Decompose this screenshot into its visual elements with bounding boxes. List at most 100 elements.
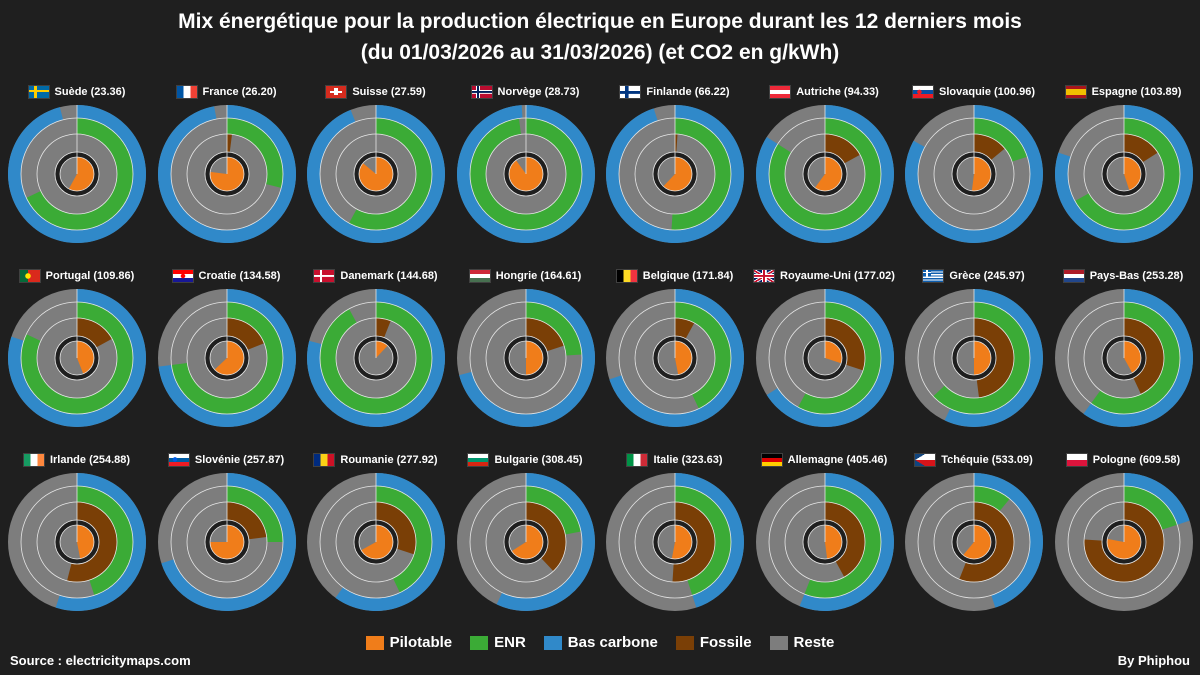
country-label: Danemark (144.68) [340, 270, 438, 282]
fossile-segment [226, 502, 267, 540]
country-header: France (26.20) [152, 84, 302, 100]
pilotable-segment [671, 525, 692, 559]
legend-swatch-enr [470, 635, 489, 650]
nested-donut [307, 289, 445, 427]
legend-label-fossile: Fossile [699, 634, 752, 651]
nested-donut [905, 289, 1043, 427]
nested-donut [1054, 105, 1193, 243]
belgium-flag [616, 270, 637, 282]
country-header: Espagne (103.89) [1049, 84, 1199, 100]
nested-donut [307, 105, 445, 243]
nested-donut [1054, 473, 1193, 611]
enr-segment [675, 302, 731, 409]
nested-donut [456, 473, 595, 611]
legend-swatch-fossile [675, 635, 694, 650]
country-label: Slovaquie (100.96) [939, 86, 1035, 98]
country-label: Bulgarie (308.45) [494, 454, 583, 466]
legend-label-bas-carbone: Bas carbone [567, 634, 658, 651]
country-header: Autriche (94.33) [750, 84, 900, 100]
source-credit: Source : electricitymaps.com [10, 653, 191, 668]
nested-donut [8, 473, 146, 611]
fossile-segment [525, 318, 564, 352]
switzerland-flag [326, 86, 347, 98]
legend-item-enr: ENR [470, 634, 526, 651]
italy-flag [627, 454, 648, 466]
pilotable-segment [974, 341, 991, 375]
enr-segment [1074, 118, 1180, 230]
bas_carbone-segment [55, 473, 146, 611]
country-header: Suède (23.36) [2, 84, 152, 100]
greece-flag [923, 270, 944, 282]
country-label: Espagne (103.89) [1091, 86, 1182, 98]
nested-donut [157, 105, 296, 243]
country-label: Pays-Bas (253.28) [1089, 270, 1184, 282]
pilotable-segment [68, 157, 94, 191]
netherlands-flag [1063, 270, 1084, 282]
country-header: Allemagne (405.46) [750, 452, 900, 468]
country-label: Belgique (171.84) [642, 270, 734, 282]
enr-segment [226, 486, 283, 542]
fossile-segment [824, 318, 865, 371]
legend-swatch-reste [769, 635, 788, 650]
pilotable-segment [1123, 341, 1141, 373]
nested-donut [905, 105, 1043, 243]
enr-segment [1123, 486, 1177, 530]
country-header: Italie (323.63) [600, 452, 750, 468]
chart-title: Mix énergétique pour la production élect… [0, 6, 1200, 68]
pilotable-segment [971, 157, 991, 191]
pilotable-segment [77, 341, 94, 374]
nested-donut [606, 105, 744, 243]
country-header: Royaume-Uni (177.02) [750, 268, 900, 284]
portugal-flag [19, 270, 40, 282]
legend-swatch-pilotable [365, 635, 384, 650]
legend: Pilotable ENR Bas carbone Fossile Reste [0, 634, 1200, 651]
fossile-segment [226, 318, 264, 350]
country-label: Royaume-Uni (177.02) [780, 270, 895, 282]
pilotable-segment [824, 525, 842, 559]
fossile-segment [376, 318, 391, 338]
country-label: Tchéquie (533.09) [941, 454, 1033, 466]
enr-segment [376, 486, 432, 593]
chart-title-line2: (du 01/03/2026 au 31/03/2026) (et CO2 en… [360, 41, 840, 64]
legend-item-bas-carbone: Bas carbone [543, 634, 658, 651]
enr-segment [26, 118, 134, 230]
enr-segment [797, 302, 881, 414]
enr-segment [974, 118, 1028, 162]
enr-segment [803, 486, 881, 598]
nested-donut [755, 105, 894, 243]
legend-label-enr: ENR [494, 634, 526, 651]
pilotable-segment [963, 525, 991, 559]
czechia-flag [915, 454, 936, 466]
pilotable-segment [663, 157, 692, 191]
enr-segment [525, 486, 581, 535]
pilotable-segment [824, 341, 842, 364]
fossile-segment [672, 502, 716, 582]
country-header: Grèce (245.97) [899, 268, 1049, 284]
fossile-segment [376, 502, 416, 555]
legend-item-pilotable: Pilotable [365, 634, 453, 651]
fossile-segment [959, 502, 1014, 582]
bas_carbone-segment [974, 473, 1043, 608]
sweden-flag [28, 86, 49, 98]
nested-donut [7, 105, 146, 244]
pilotable-segment [376, 341, 388, 358]
france-flag [176, 86, 197, 98]
country-header: Bulgarie (308.45) [451, 452, 601, 468]
pilotable-segment [1123, 157, 1141, 191]
enr-segment [349, 118, 432, 230]
legend-item-fossile: Fossile [675, 634, 752, 651]
enr-segment [671, 118, 731, 230]
pilotable-segment [361, 525, 393, 559]
enr-segment [675, 486, 731, 596]
country-label: Irlande (254.88) [49, 454, 131, 466]
bas_carbone-segment [335, 473, 445, 611]
legend-label-pilotable: Pilotable [389, 634, 453, 651]
legend-item-reste: Reste [769, 634, 834, 651]
country-label: Croatie (134.58) [198, 270, 281, 282]
fossile-segment [77, 318, 113, 348]
nested-donut [755, 473, 894, 611]
country-header: Norvège (28.73) [451, 84, 601, 100]
country-header: Pologne (609.58) [1049, 452, 1199, 468]
fossile-segment [675, 134, 678, 153]
